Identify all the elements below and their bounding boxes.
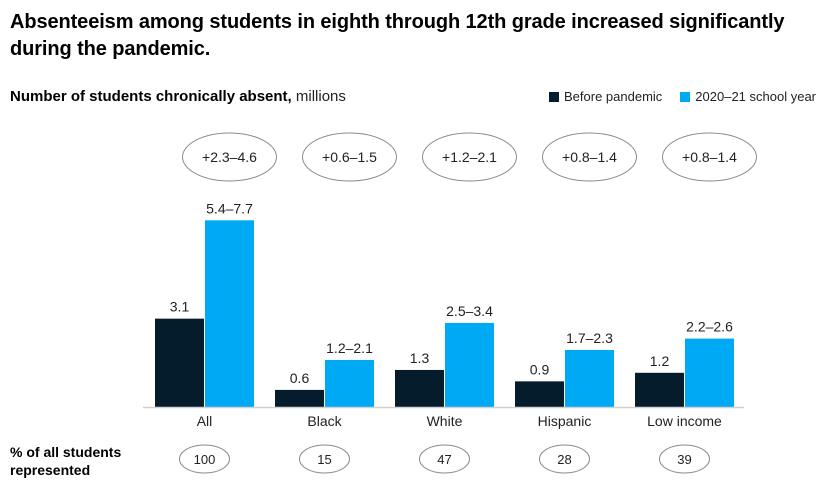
bar-before-pandemic xyxy=(275,389,324,407)
bar-before-pandemic xyxy=(395,369,444,407)
data-label-before: 1.2 xyxy=(650,353,670,369)
increase-ellipse xyxy=(662,132,757,182)
bar-2020-21 xyxy=(565,350,614,407)
bar-2020-21 xyxy=(325,359,374,407)
bar-2020-21 xyxy=(685,338,734,407)
legend-item-before: Before pandemic xyxy=(549,89,662,104)
bar-before-pandemic xyxy=(515,381,564,407)
increase-ellipse xyxy=(302,132,397,182)
subtitle-measure: Number of students chronically absent, xyxy=(10,88,292,105)
share-row-label: % of all students represented xyxy=(10,444,122,478)
legend-swatch-before xyxy=(549,91,560,102)
chart-title: Absenteeism among students in eighth thr… xyxy=(10,11,785,60)
x-tick-label: Black xyxy=(307,413,342,429)
data-label-before: 1.3 xyxy=(410,350,430,366)
x-tick-label: Low income xyxy=(647,413,722,429)
x-tick-label: All xyxy=(197,413,213,429)
data-label-2020-21: 5.4–7.7 xyxy=(206,200,253,216)
bar-2020-21 xyxy=(205,220,254,407)
share-ellipse xyxy=(299,444,350,474)
legend-swatch-during xyxy=(680,91,691,102)
increase-label: +0.8–1.4 xyxy=(562,149,617,165)
share-ellipse xyxy=(659,444,710,474)
share-label: 39 xyxy=(677,452,691,467)
share-ellipse xyxy=(539,444,590,474)
increase-label: +1.2–2.1 xyxy=(442,149,497,165)
share-label: 15 xyxy=(317,452,331,467)
bar-2020-21 xyxy=(445,322,494,407)
bar-before-pandemic xyxy=(155,318,204,407)
increase-ellipses: +2.3–4.6 +0.6–1.5 +1.2–2.1 +0.8–1.4 +0.8–1.4 xyxy=(182,132,757,182)
increase-ellipse xyxy=(542,132,637,182)
data-label-before: 0.6 xyxy=(290,370,310,386)
data-label-2020-21: 2.5–3.4 xyxy=(446,303,493,319)
x-tick-label: Hispanic xyxy=(538,413,592,429)
x-tick-label: White xyxy=(427,413,463,429)
increase-ellipse xyxy=(422,132,517,182)
data-label-2020-21: 1.7–2.3 xyxy=(566,330,613,346)
increase-label: +0.6–1.5 xyxy=(322,149,377,165)
share-label: 28 xyxy=(557,452,571,467)
legend-label-before: Before pandemic xyxy=(564,89,663,104)
increase-ellipse xyxy=(182,132,277,182)
subtitle-unit: millions xyxy=(291,88,346,105)
legend: Before pandemic 2020–21 school year xyxy=(531,89,816,104)
increase-label: +0.8–1.4 xyxy=(682,149,737,165)
increase-label: +2.3–4.6 xyxy=(202,149,257,165)
data-label-2020-21: 1.2–2.1 xyxy=(326,340,373,356)
legend-item-during: 2020–21 school year xyxy=(680,89,816,104)
bars: 3.1 5.4–7.7 0.6 1.2–2.1 1.3 2.5–3.4 0.9 1.7–2.3… xyxy=(155,200,734,407)
x-axis: All Black White Hispanic Low income xyxy=(143,406,744,429)
bar-before-pandemic xyxy=(635,372,684,407)
data-label-2020-21: 2.2–2.6 xyxy=(686,319,733,335)
share-label: 100 xyxy=(194,452,216,467)
share-label: 47 xyxy=(437,452,451,467)
data-label-before: 3.1 xyxy=(170,299,190,315)
legend-label-during: 2020–21 school year xyxy=(695,89,816,104)
share-ellipse xyxy=(179,444,230,474)
chart-subtitle: Number of students chronically absent, m… xyxy=(10,87,346,107)
data-label-before: 0.9 xyxy=(530,361,550,377)
share-ellipse xyxy=(419,444,470,474)
share-ellipses: 100 15 47 28 39 xyxy=(179,444,710,474)
